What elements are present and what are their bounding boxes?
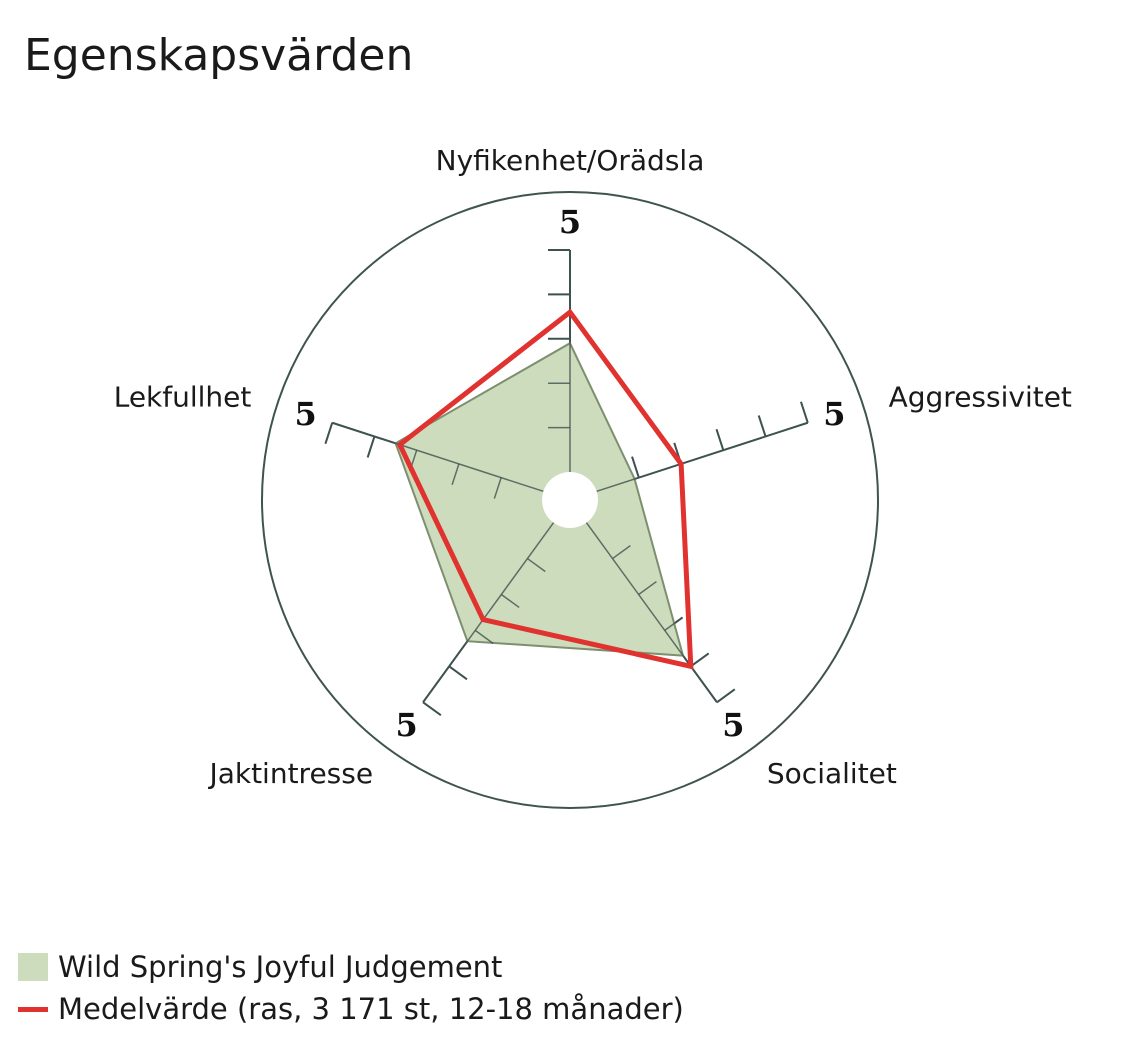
axis-max-label-1: 5 xyxy=(823,395,845,433)
chart-title: Egenskapsvärden xyxy=(24,30,414,81)
radar-spoke-overlay-1 xyxy=(596,422,808,493)
radar-tick-overlay-1-1 xyxy=(631,456,640,478)
radar-tick-overlay-3-3 xyxy=(474,629,494,644)
legend-item-dog: Wild Spring's Joyful Judgement xyxy=(18,946,684,988)
radar-tick-overlay-3-4 xyxy=(448,665,468,680)
radar-tick-overlay-3-5 xyxy=(422,701,442,716)
radar-center-hole xyxy=(542,472,598,528)
axis-label-2: Socialitet xyxy=(767,757,897,790)
series-line-average xyxy=(396,308,694,670)
series-area-dog xyxy=(394,341,685,657)
legend-label-average: Medelvärde (ras, 3 171 st, 12-18 månader… xyxy=(58,992,684,1026)
radar-tick-overlay-2-5 xyxy=(716,688,736,703)
axis-label-4: Lekfullhet xyxy=(114,380,252,413)
radar-tick-overlay-4-2 xyxy=(451,463,460,486)
axis-max-label-0: 5 xyxy=(559,203,581,241)
axis-labels-group: Nyfikenhet/Orädsla 5 Aggressivitet 5 Sociali… xyxy=(114,144,1072,790)
radar-tick-overlay-2-1 xyxy=(612,545,631,560)
radar-tick-overlay-3-1 xyxy=(527,557,546,573)
radar-tick-overlay-1-3 xyxy=(715,429,725,451)
radar-tick-overlay-4-5 xyxy=(324,422,333,444)
radar-spoke-overlay-2 xyxy=(585,522,718,703)
radar-frame xyxy=(261,191,879,809)
axis-max-label-2: 5 xyxy=(722,706,744,744)
radar-tick-overlay-1-5 xyxy=(800,401,809,423)
legend-swatch-area xyxy=(18,953,48,981)
radar-tick-overlay-2-2 xyxy=(638,580,657,596)
series-line-group xyxy=(396,308,694,670)
radar-center xyxy=(542,472,598,528)
legend-label-dog: Wild Spring's Joyful Judgement xyxy=(58,950,503,984)
legend-swatch-line xyxy=(18,1006,48,1012)
radar-spoke-overlay-3 xyxy=(422,522,555,703)
radar-spoke-overlay-4 xyxy=(332,422,544,493)
radar-tick-overlay-4-1 xyxy=(493,477,502,499)
axis-label-0: Nyfikenhet/Orädsla xyxy=(436,144,705,177)
radar-chart: Nyfikenhet/Orädsla 5 Aggressivitet 5 Sociali… xyxy=(114,144,1072,809)
legend-item-average: Medelvärde (ras, 3 171 st, 12-18 månader… xyxy=(18,988,684,1030)
radar-tick-overlay-3-2 xyxy=(500,593,520,609)
radar-tick-overlay-1-4 xyxy=(758,415,767,437)
axis-max-label-4: 5 xyxy=(294,395,316,433)
radar-outer-circle xyxy=(261,191,879,809)
radar-tick-overlay-2-3 xyxy=(664,616,683,632)
axis-max-label-3: 5 xyxy=(395,706,417,744)
legend: Wild Spring's Joyful Judgement Medelvärd… xyxy=(18,946,684,1030)
axis-label-1: Aggressivitet xyxy=(889,380,1072,413)
axis-label-3: Jaktintresse xyxy=(207,757,373,790)
radar-tick-overlay-2-4 xyxy=(690,652,710,667)
radar-tick-overlay-4-4 xyxy=(366,436,376,458)
